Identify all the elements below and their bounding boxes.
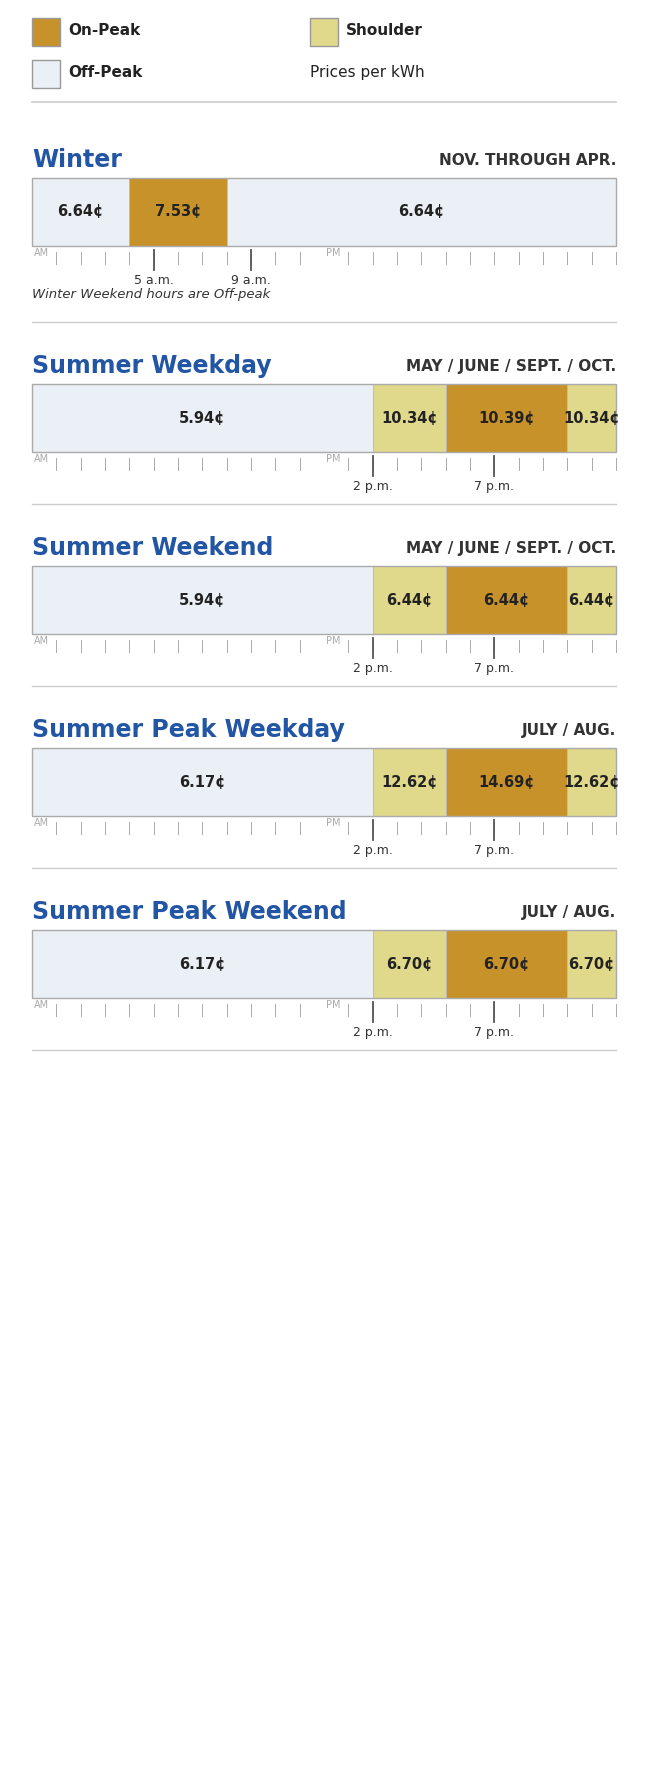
Text: AM: AM [34,818,49,829]
Text: Summer Weekend: Summer Weekend [32,537,273,560]
Bar [32,929,616,998]
Bar [32,383,373,452]
Text: 6.64¢: 6.64¢ [399,205,445,219]
Text: 7 p.m.: 7 p.m. [474,481,515,493]
Text: 6.70¢: 6.70¢ [568,956,615,972]
Text: On-Peak: On-Peak [68,23,140,39]
Text: 2 p.m.: 2 p.m. [353,663,393,675]
Text: 5.94¢: 5.94¢ [179,592,226,608]
Text: 7 p.m.: 7 p.m. [474,1027,515,1039]
Text: MAY / JUNE / SEPT. / OCT.: MAY / JUNE / SEPT. / OCT. [406,359,616,375]
Text: 7 p.m.: 7 p.m. [474,845,515,857]
Text: Summer Peak Weekday: Summer Peak Weekday [32,719,345,742]
Text: MAY / JUNE / SEPT. / OCT.: MAY / JUNE / SEPT. / OCT. [406,541,616,557]
Text: 2 p.m.: 2 p.m. [353,845,393,857]
Text: PM: PM [326,247,340,258]
Text: Off-Peak: Off-Peak [68,65,143,80]
Text: 12.62¢: 12.62¢ [563,774,620,790]
Text: PM: PM [326,818,340,829]
Text: 6.44¢: 6.44¢ [483,592,529,608]
Text: Summer Peak Weekend: Summer Peak Weekend [32,901,347,924]
Bar [32,178,130,246]
Text: 5 a.m.: 5 a.m. [133,274,174,286]
Text: PM: PM [326,454,340,465]
Text: JULY / AUG.: JULY / AUG. [522,723,616,739]
Text: 6.44¢: 6.44¢ [386,592,432,608]
Bar [32,178,616,246]
Bar [32,383,616,452]
Text: 10.34¢: 10.34¢ [563,410,620,426]
Text: Winter: Winter [32,148,122,173]
Text: PM: PM [326,1000,340,1011]
Bar [568,565,616,634]
Text: 2 p.m.: 2 p.m. [353,1027,393,1039]
Text: 14.69¢: 14.69¢ [478,774,535,790]
Bar [32,565,373,634]
Bar [446,383,568,452]
Text: AM: AM [34,1000,49,1011]
Bar [568,929,616,998]
Bar [32,565,616,634]
Bar [310,18,338,46]
Text: Prices per kWh: Prices per kWh [310,65,424,80]
Text: NOV. THROUGH APR.: NOV. THROUGH APR. [439,154,616,168]
Text: AM: AM [34,636,49,647]
Text: 6.17¢: 6.17¢ [179,956,226,972]
Text: PM: PM [326,636,340,647]
Text: 10.34¢: 10.34¢ [381,410,437,426]
Bar [568,383,616,452]
Bar [373,929,446,998]
Text: 7.53¢: 7.53¢ [155,205,201,219]
Bar [373,565,446,634]
Text: Shoulder: Shoulder [346,23,423,39]
Bar [446,929,568,998]
Bar [568,747,616,816]
Text: 10.39¢: 10.39¢ [478,410,535,426]
Text: AM: AM [34,454,49,465]
Bar [373,747,446,816]
Text: 6.64¢: 6.64¢ [58,205,104,219]
Bar [373,383,446,452]
Text: 9 a.m.: 9 a.m. [231,274,271,286]
Text: 6.17¢: 6.17¢ [179,774,226,790]
Bar [32,60,60,88]
Text: JULY / AUG.: JULY / AUG. [522,905,616,921]
Text: 12.62¢: 12.62¢ [381,774,437,790]
Text: Winter Weekend hours are Off-peak: Winter Weekend hours are Off-peak [32,288,270,300]
Bar [227,178,616,246]
Text: 5.94¢: 5.94¢ [179,410,226,426]
Bar [130,178,227,246]
Text: 7 p.m.: 7 p.m. [474,663,515,675]
Text: Summer Weekday: Summer Weekday [32,355,272,378]
Text: 2 p.m.: 2 p.m. [353,481,393,493]
Bar [446,747,568,816]
Text: 6.70¢: 6.70¢ [386,956,432,972]
Text: 6.70¢: 6.70¢ [483,956,529,972]
Bar [32,747,373,816]
Bar [32,747,616,816]
Bar [32,929,373,998]
Bar [32,18,60,46]
Text: AM: AM [34,247,49,258]
Text: 6.44¢: 6.44¢ [568,592,615,608]
Bar [446,565,568,634]
